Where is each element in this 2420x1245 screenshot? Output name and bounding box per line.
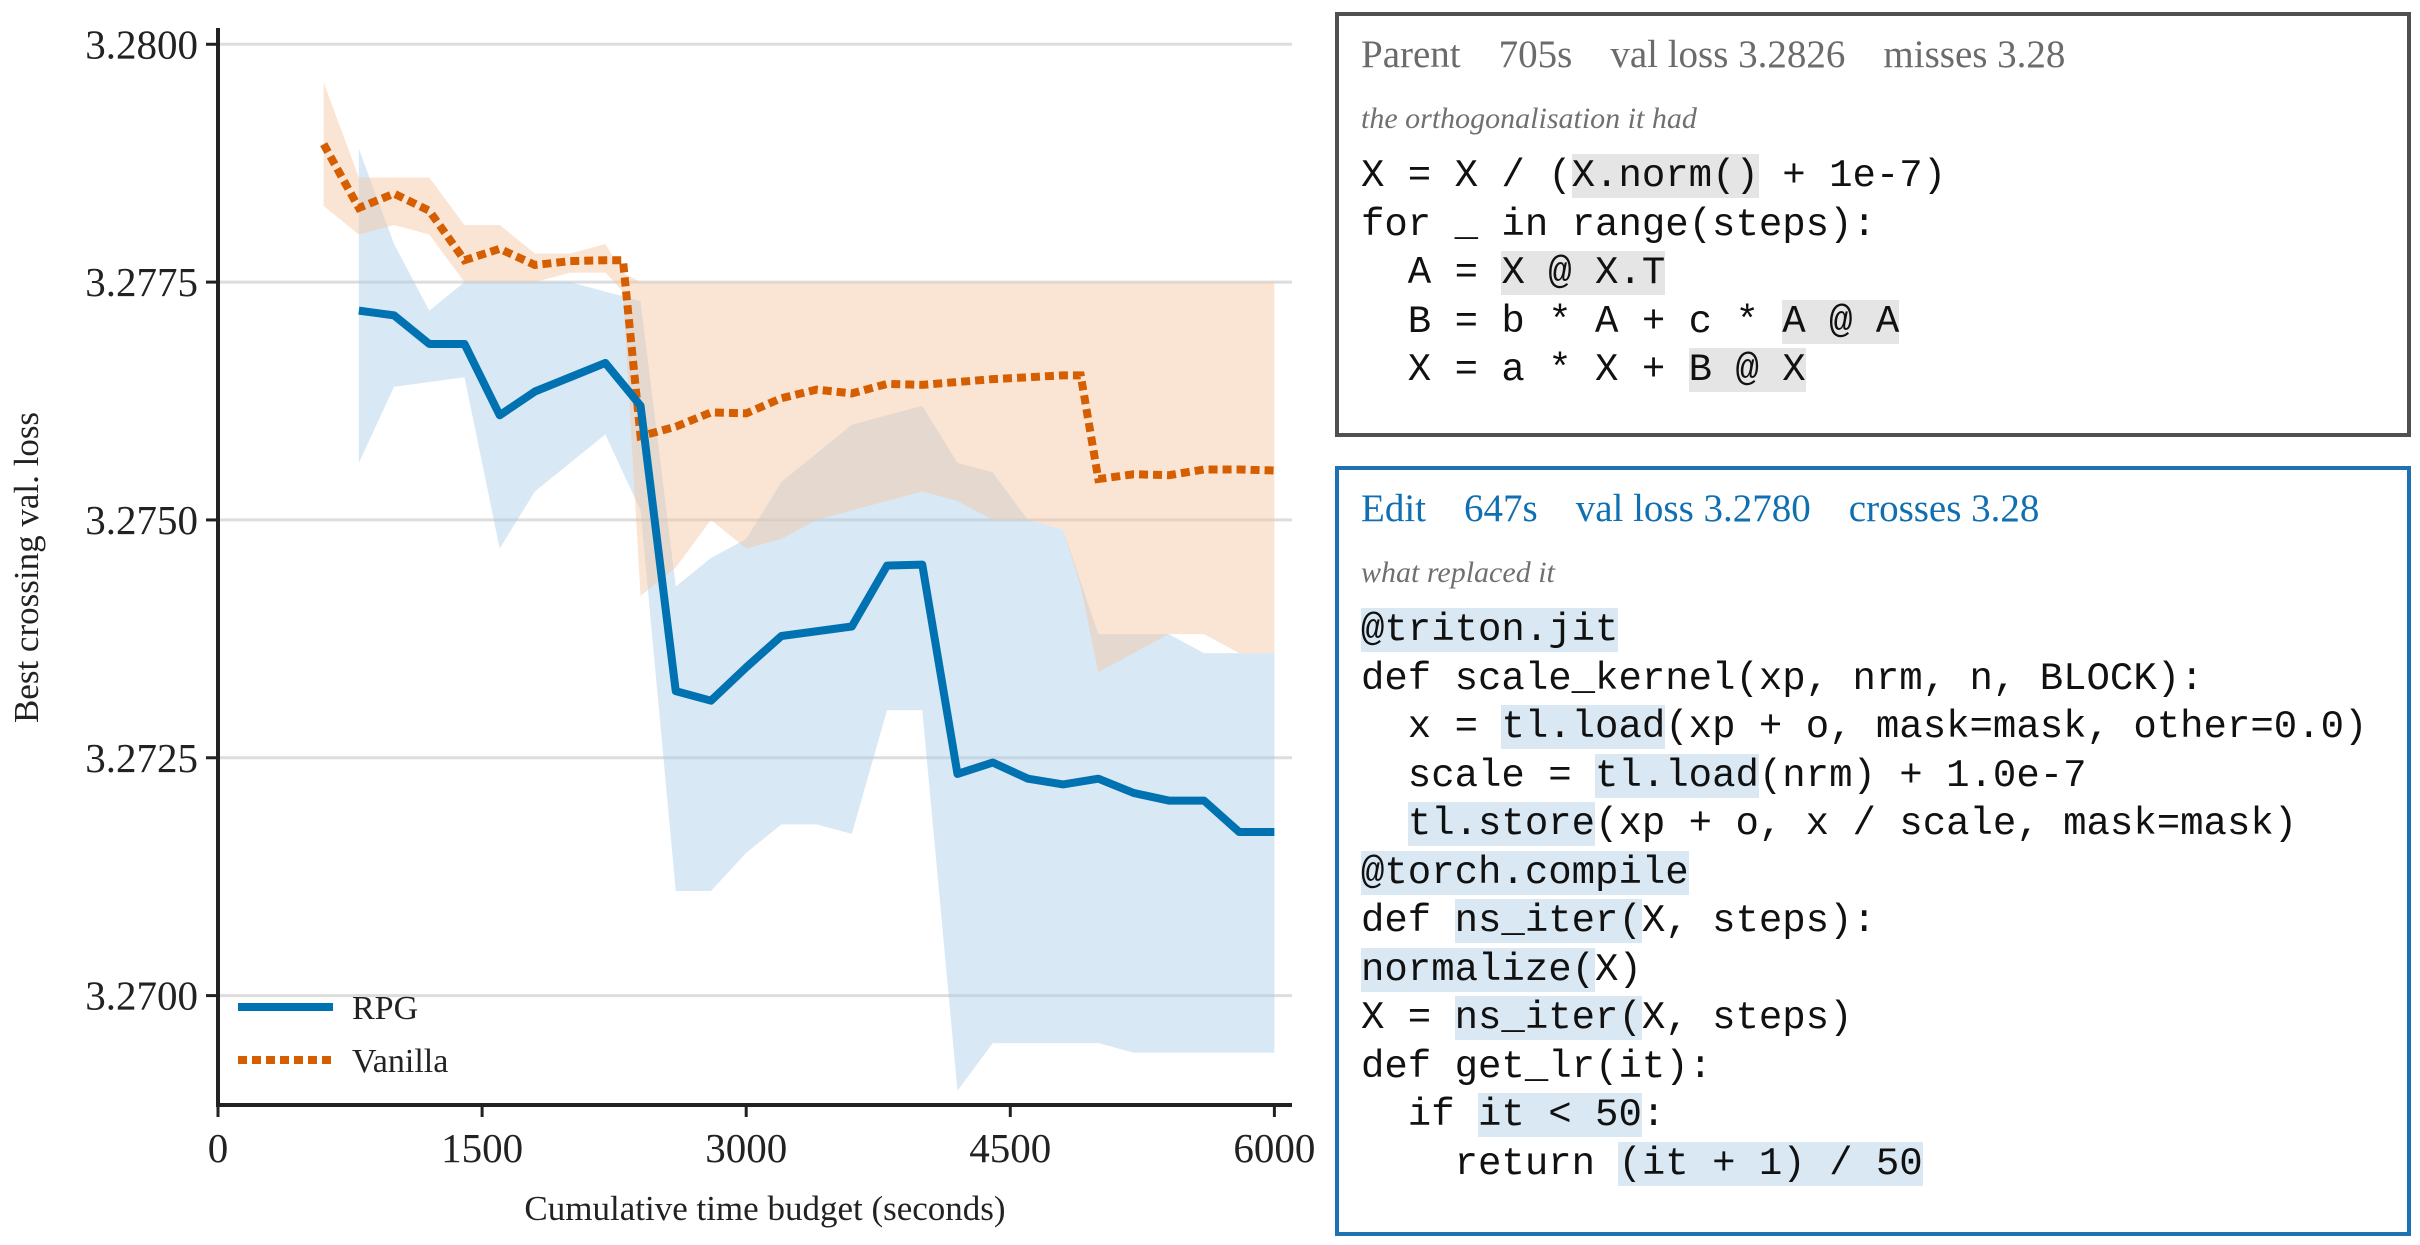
- code-highlight: tl.load: [1595, 753, 1759, 798]
- code-line: for _ in range(steps):: [1361, 201, 1946, 250]
- code-line: def get_lr(it):: [1361, 1043, 2367, 1092]
- code-text: X): [1595, 947, 1642, 992]
- code-line: scale = tl.load(nrm) + 1.0e-7: [1361, 752, 2367, 801]
- code-highlight: ns_iter(: [1454, 899, 1642, 943]
- code-text: return: [1361, 1141, 1619, 1186]
- code-text: def: [1361, 899, 1455, 943]
- parent-title: Parent: [1361, 33, 1461, 76]
- code-highlight: tl.load: [1501, 705, 1666, 749]
- series-lines: [320, 142, 1275, 836]
- y-tick-label: 3.2700: [85, 973, 198, 1019]
- legend-label-vanilla: Vanilla: [352, 1043, 448, 1080]
- code-line: def scale_kernel(xp, nrm, n, BLOCK):: [1361, 655, 2367, 704]
- code-highlight: X @ X.T: [1501, 251, 1666, 295]
- code-line: x = tl.load(xp + o, mask=mask, other=0.0…: [1361, 703, 2367, 752]
- x-tick-label: 6000: [1233, 1125, 1315, 1171]
- legend: RPG Vanilla: [238, 990, 448, 1080]
- code-text: :: [1641, 1093, 1666, 1137]
- y-tick-label: 3.2800: [85, 21, 198, 67]
- code-highlight: A @ A: [1782, 299, 1900, 344]
- parent-header: Parent 705s val loss 3.2826 misses 3.28: [1361, 32, 2103, 77]
- code-line: if it < 50:: [1361, 1091, 2367, 1140]
- code-text: X = X / (: [1361, 154, 1572, 198]
- parent-code-panel: Parent 705s val loss 3.2826 misses 3.28 the…: [1335, 12, 2411, 437]
- code-text: (xp + o, mask=mask, other=0.0): [1665, 705, 2368, 749]
- parent-subtitle: the orthogonalisation it had: [1361, 102, 1697, 135]
- code-highlight: X.norm(): [1571, 154, 1759, 198]
- edit-title: Edit: [1361, 487, 1426, 530]
- code-text: + 1e-7): [1758, 154, 1947, 198]
- code-highlight: ns_iter(: [1454, 996, 1642, 1040]
- loss-chart: 3.2700 3.2725 3.2750 3.2775 3.2800 0 1500 3000 4…: [7, 21, 1315, 1228]
- code-line: X = X / (X.norm() + 1e-7): [1361, 152, 1946, 201]
- code-text: for _ in range(steps):: [1361, 202, 1876, 247]
- confidence-bands: [323, 82, 1275, 1091]
- code-line: return (it + 1) / 50: [1361, 1140, 2367, 1189]
- y-tick-label: 3.2750: [85, 497, 198, 543]
- code-text: A =: [1361, 251, 1502, 295]
- edit-code-block: @triton.jit def scale_kernel(xp, nrm, n, …: [1361, 606, 2367, 1188]
- parent-time: 705s: [1498, 33, 1573, 76]
- code-highlight: normalize(: [1361, 947, 1596, 992]
- code-highlight: it < 50: [1478, 1093, 1642, 1137]
- code-line: def ns_iter(X, steps):: [1361, 897, 2367, 946]
- code-line: X = ns_iter(X, steps): [1361, 994, 2367, 1043]
- edit-subtitle: what replaced it: [1361, 556, 1555, 589]
- code-highlight: @torch.compile: [1361, 850, 1689, 895]
- axes: 3.2700 3.2725 3.2750 3.2775 3.2800 0 1500 3000 4…: [7, 21, 1315, 1228]
- edit-loss: val loss 3.2780: [1575, 487, 1811, 530]
- y-tick-label: 3.2725: [85, 735, 198, 781]
- x-tick-label: 0: [208, 1125, 229, 1171]
- edit-status: crosses 3.28: [1848, 487, 2040, 530]
- code-line: B = b * A + c * A @ A: [1361, 298, 1946, 347]
- code-highlight: @triton.jit: [1361, 608, 1619, 652]
- code-text: X =: [1361, 996, 1455, 1040]
- x-tick-label: 4500: [969, 1125, 1051, 1171]
- y-axis-label: Best crossing val. loss: [7, 412, 46, 723]
- x-axis-label: Cumulative time budget (seconds): [524, 1189, 1005, 1228]
- line-rpg: [358, 306, 1275, 836]
- code-line: @torch.compile: [1361, 849, 2367, 898]
- code-text: X = a * X +: [1361, 348, 1689, 392]
- edit-header: Edit 647s val loss 3.2780 crosses 3.28: [1361, 486, 2077, 531]
- legend-label-rpg: RPG: [352, 990, 418, 1027]
- band-rpg: [358, 148, 1275, 1091]
- code-text: X, steps): [1641, 996, 1853, 1040]
- code-text: def scale_kernel(xp, nrm, n, BLOCK):: [1361, 656, 2204, 701]
- x-tick-label: 3000: [705, 1125, 787, 1171]
- code-line: X = a * X + B @ X: [1361, 346, 1946, 395]
- code-line: A = X @ X.T: [1361, 249, 1946, 298]
- edit-time: 647s: [1464, 487, 1538, 530]
- code-text: X, steps):: [1641, 899, 1876, 943]
- x-tick-label: 1500: [441, 1125, 523, 1171]
- code-text: if: [1361, 1093, 1479, 1137]
- edit-code-panel: Edit 647s val loss 3.2780 crosses 3.28 what…: [1335, 466, 2411, 1236]
- code-text: def get_lr(it):: [1361, 1044, 1713, 1089]
- code-text: (nrm) + 1.0e-7: [1758, 753, 2087, 798]
- parent-status: misses 3.28: [1883, 33, 2066, 76]
- band-vanilla: [323, 82, 1275, 673]
- grid-lines: [218, 42, 1292, 998]
- code-highlight: tl.store: [1407, 802, 1596, 846]
- parent-loss: val loss 3.2826: [1610, 33, 1846, 76]
- code-line: @triton.jit: [1361, 606, 2367, 655]
- code-highlight: B @ X: [1688, 348, 1806, 392]
- code-text: scale =: [1361, 753, 1596, 798]
- code-text: B = b * A + c *: [1361, 299, 1783, 344]
- code-text: [1361, 802, 1408, 846]
- code-line: normalize(X): [1361, 946, 2367, 995]
- code-line: tl.store(xp + o, x / scale, mask=mask): [1361, 800, 2367, 849]
- code-highlight: (it + 1) / 50: [1618, 1141, 1923, 1186]
- code-text: x =: [1361, 705, 1502, 749]
- line-vanilla: [320, 142, 1275, 484]
- code-text: (xp + o, x / scale, mask=mask): [1595, 802, 2298, 846]
- parent-code-block: X = X / (X.norm() + 1e-7) for _ in range(…: [1361, 152, 1946, 395]
- y-tick-label: 3.2775: [85, 259, 198, 305]
